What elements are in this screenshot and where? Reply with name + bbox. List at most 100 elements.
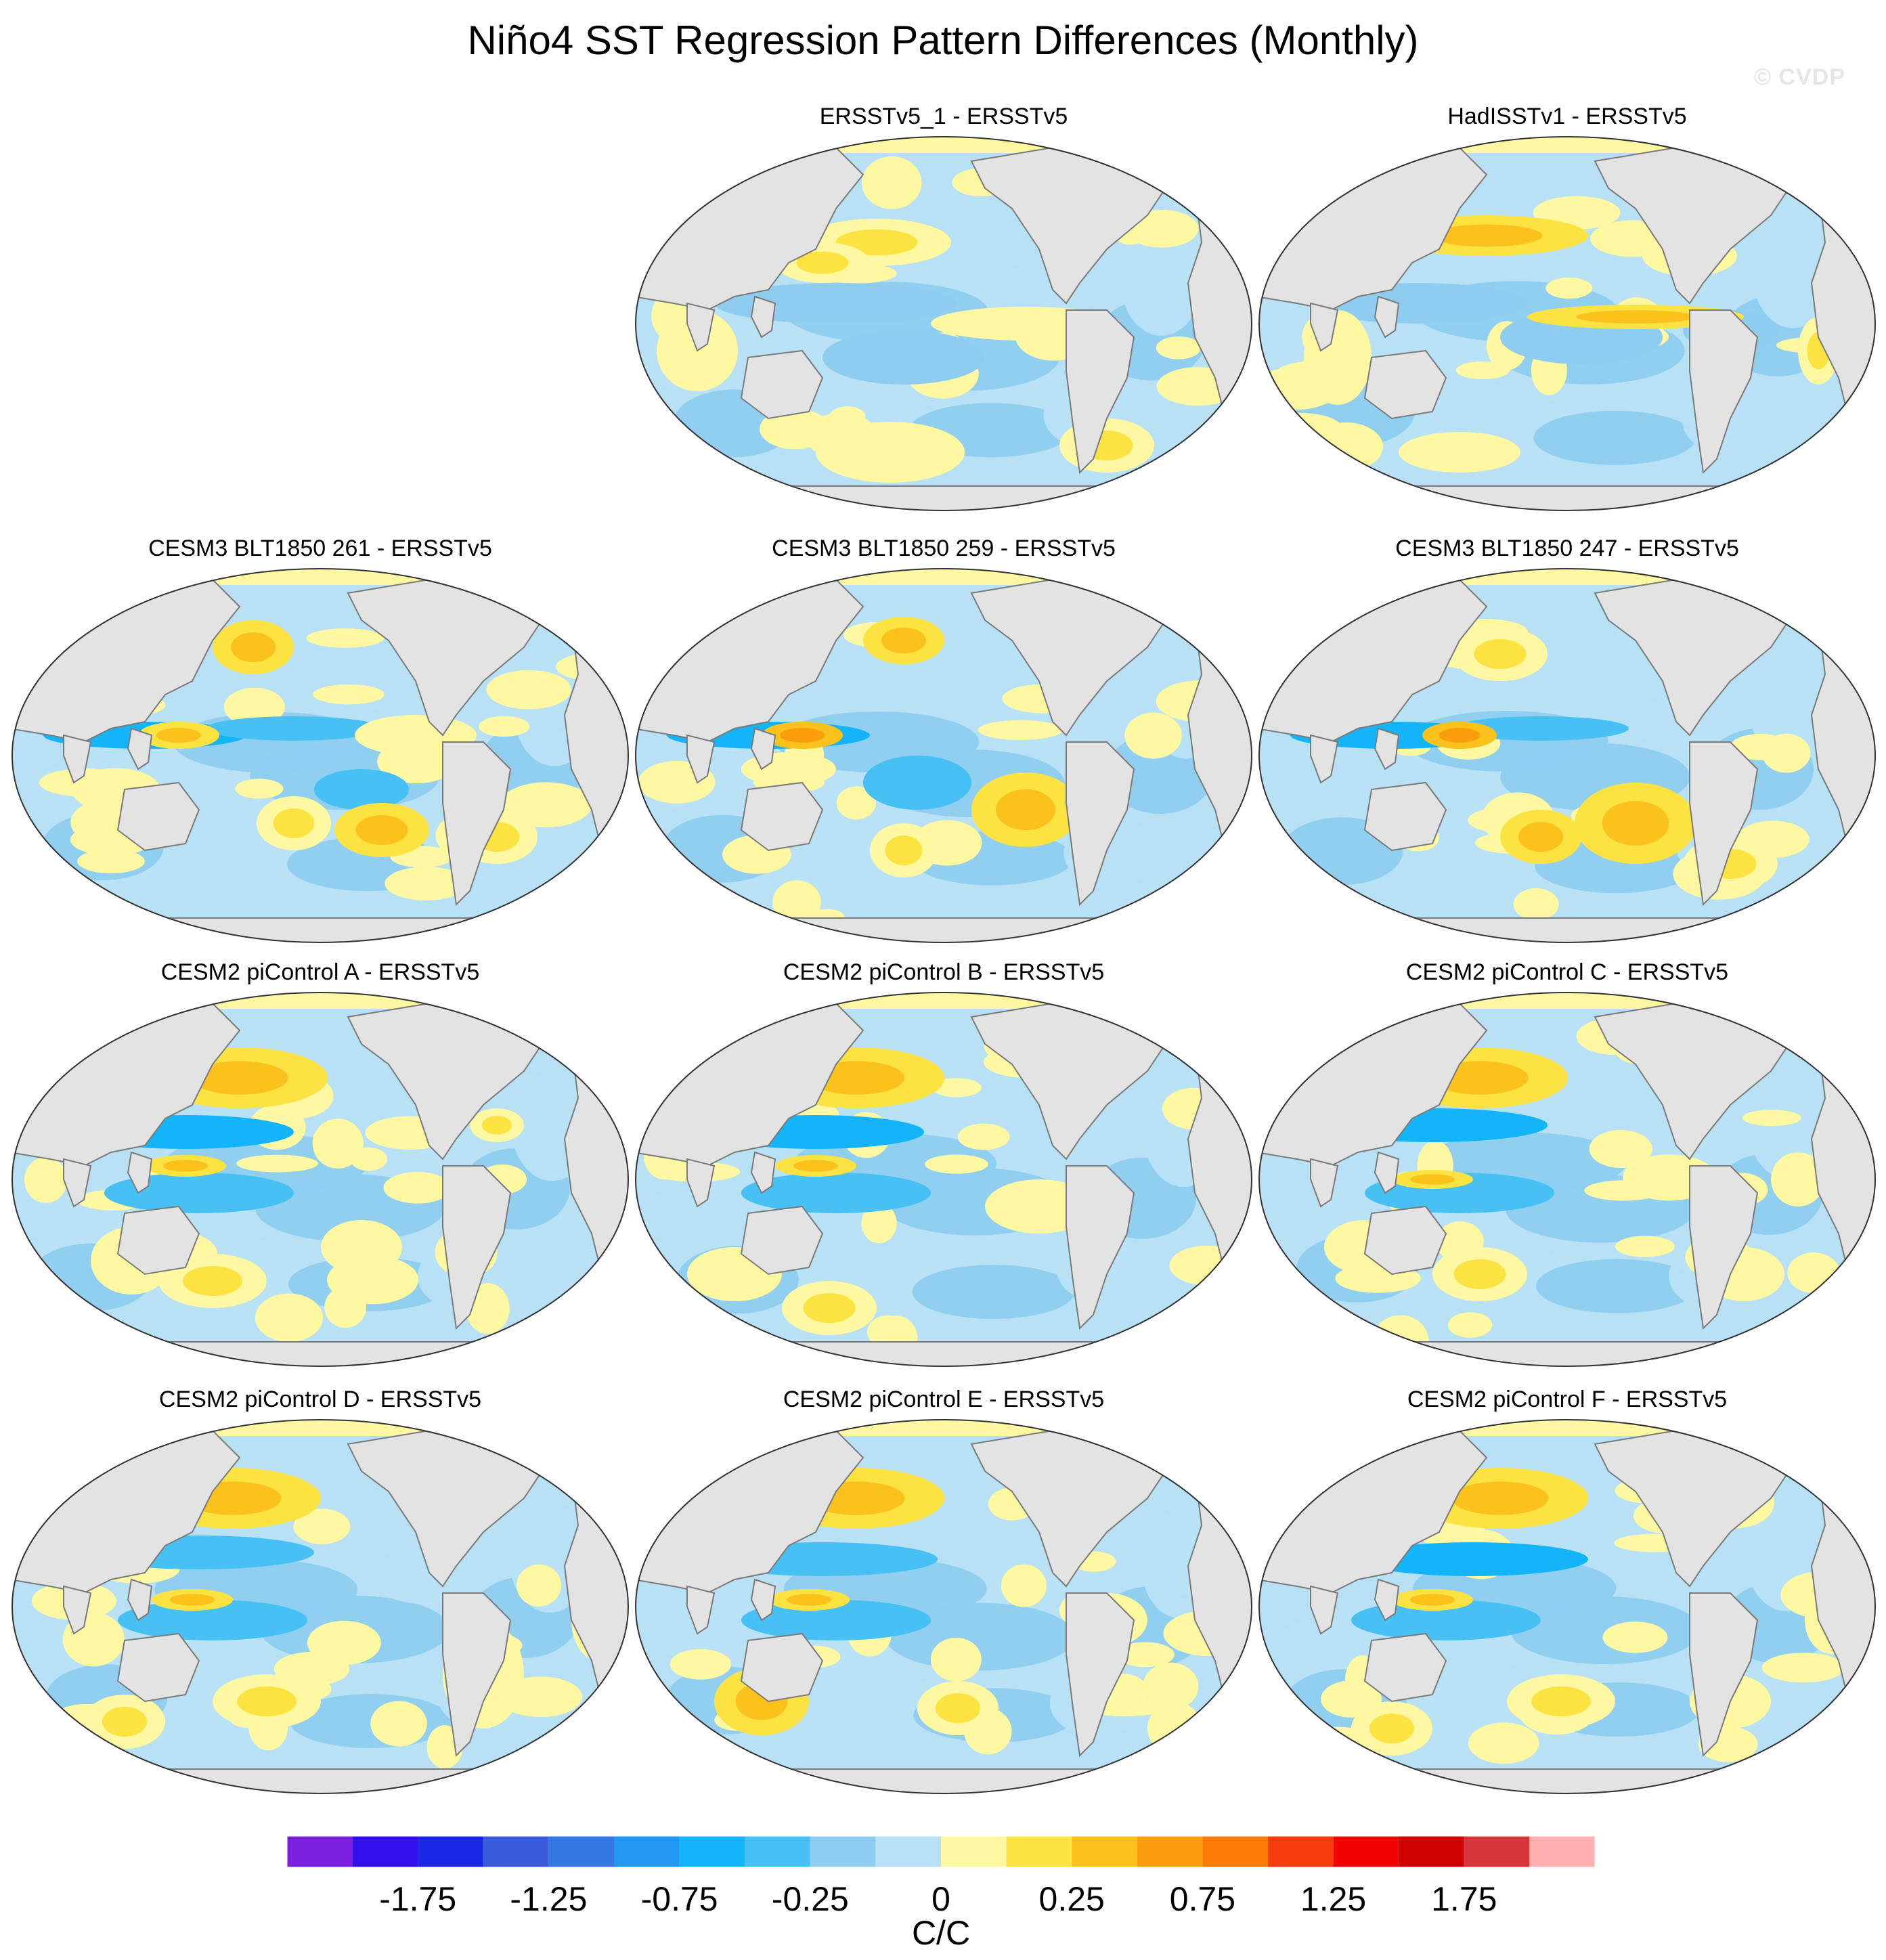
anomaly-region (741, 1600, 931, 1640)
anomaly-region (849, 435, 931, 469)
land-mass (127, 1578, 153, 1621)
land-mass (63, 1158, 92, 1208)
anomaly-region (24, 1156, 68, 1203)
land-mass (1689, 1165, 1759, 1330)
anomaly-region (1787, 1253, 1840, 1294)
land-mass (1310, 1158, 1339, 1208)
land-mass (1066, 309, 1135, 475)
map-panel-cesm2-d: CESM2 piControl D - ERSSTv5 (9, 1385, 631, 1796)
anomaly-region (1160, 1714, 1189, 1743)
anomaly-region (1518, 822, 1563, 852)
anomaly-region (1175, 458, 1216, 484)
anomaly-region (104, 1173, 294, 1213)
anomaly-region (482, 1116, 512, 1135)
colorbar-swatch (1202, 1836, 1268, 1867)
anomaly-region (1615, 1236, 1675, 1257)
anomaly-region (1001, 1564, 1047, 1607)
colorbar-swatch (1399, 1836, 1464, 1867)
colorbar-swatch (418, 1836, 483, 1867)
land-mass (750, 727, 776, 770)
anomaly-region (1143, 458, 1236, 481)
colorbar-tick-label: -1.25 (510, 1880, 587, 1918)
land-mass (750, 1151, 776, 1194)
land-mass (686, 302, 716, 352)
anomaly-region (370, 1701, 427, 1747)
anomaly-region (1358, 1542, 1588, 1576)
colorbar-tick-label: 0.75 (1170, 1880, 1235, 1918)
anomaly-region (1116, 1642, 1175, 1668)
map-border (12, 568, 629, 943)
anomaly-region (314, 769, 409, 810)
map-panel-cesm3-247: CESM3 BLT1850 247 - ERSSTv5 (1256, 533, 1878, 945)
land-mass (1310, 1585, 1339, 1635)
anomaly-region (1372, 1315, 1429, 1366)
land-mass (750, 1578, 776, 1621)
land-mass (1066, 1592, 1135, 1758)
map-border (1258, 992, 1876, 1367)
anomaly-region (1351, 1600, 1541, 1640)
anomaly-region (1369, 1714, 1414, 1743)
anomaly-region (1308, 422, 1383, 471)
anomaly-region (772, 880, 821, 924)
colorbar-swatch (483, 1836, 549, 1867)
anomaly-region (930, 1637, 982, 1682)
world-map (1258, 992, 1876, 1367)
land-mass (1374, 727, 1400, 770)
colorbar-swatch (745, 1836, 810, 1867)
anomaly-region (77, 849, 145, 873)
land-mass (686, 734, 716, 784)
anomaly-region (978, 720, 1063, 740)
anomaly-region (1602, 801, 1669, 846)
anomaly-region (486, 670, 572, 710)
land-mass (740, 349, 824, 420)
land-mass (442, 741, 512, 907)
map-panel-cesm2-f: CESM2 piControl F - ERSSTv5 (1256, 1385, 1878, 1796)
land-mass (116, 1205, 200, 1276)
land-mass (12, 917, 628, 942)
land-mass (523, 1426, 573, 1466)
land-mass (1770, 999, 1820, 1039)
colorbar-swatch (1268, 1836, 1334, 1867)
anomaly-region (1453, 716, 1629, 741)
land-mass (442, 1592, 512, 1758)
land-mass (740, 781, 824, 852)
panel-title: CESM2 piControl A - ERSSTv5 (160, 959, 480, 985)
anomaly-region (714, 283, 958, 324)
land-mass (740, 1205, 824, 1276)
land-mass (750, 295, 776, 339)
map-border (1258, 136, 1876, 511)
anomaly-region (1576, 310, 1695, 324)
map-border (635, 1419, 1252, 1794)
land-mass (1146, 999, 1196, 1039)
world-map (635, 1419, 1252, 1794)
panel-title: HadISSTv1 - ERSSTv5 (1447, 104, 1687, 129)
colorbar-swatch (1464, 1836, 1530, 1867)
colorbar-swatch (810, 1836, 876, 1867)
world-map (1258, 568, 1876, 943)
colorbar-swatch (875, 1836, 941, 1867)
anomaly-region (235, 779, 284, 799)
land-mass (12, 1341, 628, 1366)
anomaly-region (1533, 410, 1696, 465)
anomaly-region (163, 1160, 208, 1172)
anomaly-region (796, 251, 849, 274)
anomaly-region (1410, 1174, 1455, 1185)
map-border (12, 1419, 629, 1794)
anomaly-region (1545, 277, 1593, 299)
panel-title: CESM3 BLT1850 261 - ERSSTv5 (148, 536, 492, 561)
anomaly-region (823, 330, 985, 385)
land-mass (740, 1632, 824, 1703)
anomaly-region (339, 1232, 384, 1262)
colorbar-tick-label: -0.75 (641, 1880, 718, 1918)
land-mass (1689, 741, 1759, 907)
land-mass (1770, 1426, 1820, 1466)
colorbar-tick-label: 1.75 (1431, 1880, 1497, 1918)
land-mass (127, 727, 153, 770)
land-mass (1374, 295, 1400, 339)
colorbar-tick-label: 0 (931, 1880, 950, 1918)
anomaly-region (156, 728, 201, 743)
colorbar-swatch (1529, 1836, 1595, 1867)
anomaly-region (306, 628, 385, 648)
anomaly-region (312, 1118, 364, 1169)
colorbar-swatch (1333, 1836, 1399, 1867)
